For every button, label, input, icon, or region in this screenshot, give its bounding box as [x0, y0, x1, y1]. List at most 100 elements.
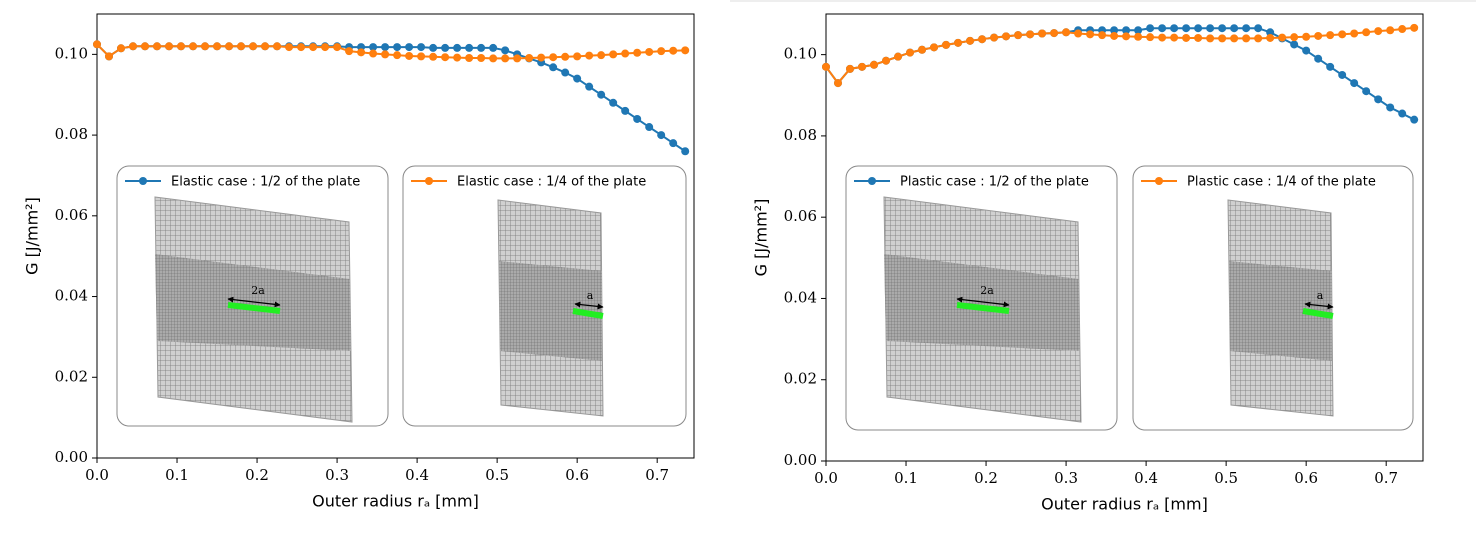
crack-label: 2a [980, 284, 994, 297]
series-marker [1302, 46, 1311, 55]
x-tick-label: 0.7 [1374, 469, 1398, 487]
series-marker [321, 43, 330, 52]
x-tick-label: 0.0 [814, 469, 838, 487]
series-marker [381, 43, 390, 52]
series-marker [1122, 26, 1131, 35]
y-tick-label: 0.02 [55, 367, 88, 385]
x-tick-label: 0.0 [85, 466, 109, 484]
series-marker [1086, 30, 1095, 39]
series-marker [978, 35, 987, 44]
series-marker [357, 48, 366, 57]
series-marker [1110, 26, 1119, 35]
series-marker [1350, 79, 1359, 88]
series-marker [1326, 31, 1335, 40]
legend-label: Elastic case : 1/2 of the plate [171, 175, 360, 190]
series-marker [1170, 24, 1179, 33]
series-marker [597, 90, 606, 99]
x-tick-label: 0.7 [645, 466, 669, 484]
series-marker [513, 54, 522, 63]
series-marker [345, 47, 354, 56]
series-line [825, 27, 1415, 121]
series-marker [585, 82, 594, 91]
series-marker [1134, 32, 1143, 41]
series-marker [189, 42, 198, 51]
legend-marker [1155, 177, 1163, 185]
series-marker [1074, 29, 1083, 38]
x-tick-label: 0.4 [405, 466, 429, 484]
series-marker [645, 123, 654, 132]
series-marker [561, 52, 570, 61]
series-marker [1338, 30, 1347, 39]
series-marker [477, 53, 486, 62]
series-marker [489, 43, 498, 52]
series-marker [501, 46, 510, 55]
series-marker [285, 43, 294, 52]
series-marker [834, 79, 843, 88]
series-marker [297, 43, 306, 52]
y-tick-label: 0.00 [784, 451, 817, 469]
plot-frame [825, 13, 1424, 462]
series-marker [1014, 31, 1023, 40]
series-marker [1398, 25, 1407, 34]
series-marker [1278, 33, 1287, 42]
crack-arrow [227, 296, 281, 308]
mesh-refined [1229, 261, 1332, 361]
series-marker [942, 40, 951, 49]
series-marker [549, 53, 558, 62]
series-marker [273, 42, 282, 51]
series-marker [465, 53, 474, 62]
y-tick-label: 0.10 [55, 44, 88, 62]
series-marker [1374, 27, 1383, 36]
series-marker [1362, 87, 1371, 96]
y-tick-label: 0.04 [784, 288, 817, 306]
series-marker [453, 43, 462, 52]
series-marker [261, 42, 270, 51]
x-tick-label: 0.5 [485, 466, 509, 484]
series-marker [201, 42, 210, 51]
series-marker [237, 42, 246, 51]
series-marker [1266, 33, 1275, 42]
series-marker [405, 43, 414, 52]
series-marker [405, 51, 414, 60]
crack [1302, 308, 1334, 319]
series-marker [537, 53, 546, 62]
series-marker [165, 42, 174, 51]
series-marker [213, 42, 222, 51]
series-marker [1254, 24, 1263, 33]
series-marker [1326, 62, 1335, 71]
series-marker [1386, 103, 1395, 112]
crack-arrow [1304, 301, 1334, 310]
series-marker [1338, 70, 1347, 79]
series-marker [105, 52, 114, 61]
series-marker [429, 43, 438, 52]
series-marker [894, 52, 903, 61]
series-marker [966, 36, 975, 45]
series-marker [441, 53, 450, 62]
series-marker [1194, 24, 1203, 33]
crack [572, 308, 604, 319]
series-marker [585, 51, 594, 60]
series-marker [1374, 95, 1383, 104]
series-marker [1026, 30, 1035, 39]
series-marker [870, 60, 879, 69]
series-marker [669, 46, 678, 55]
series-marker [417, 52, 426, 61]
series-marker [1170, 33, 1179, 42]
series-marker [1206, 34, 1215, 43]
series-marker [393, 51, 402, 60]
series-marker [1194, 33, 1203, 42]
series-marker [657, 47, 666, 56]
series-marker [1290, 33, 1299, 42]
x-tick-label: 0.3 [325, 466, 349, 484]
series-marker [1158, 33, 1167, 42]
series-marker [1050, 29, 1059, 38]
y-axis-label: G [J/mm²] [23, 197, 42, 275]
series-marker [1122, 32, 1131, 41]
series-marker [681, 147, 690, 156]
series-marker [1134, 26, 1143, 35]
series-marker [1230, 34, 1239, 43]
series-marker [1098, 31, 1107, 40]
series-marker [249, 42, 258, 51]
series-marker [369, 49, 378, 58]
